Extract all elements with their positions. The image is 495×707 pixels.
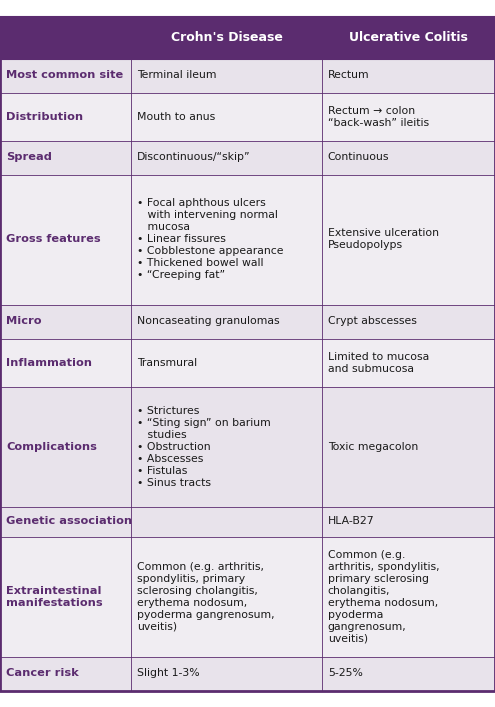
Bar <box>0 537 495 657</box>
Text: Toxic megacolon: Toxic megacolon <box>328 441 418 452</box>
Bar <box>0 657 495 691</box>
Text: Common (e.g.
arthritis, spondylitis,
primary sclerosing
cholangitis,
erythema no: Common (e.g. arthritis, spondylitis, pri… <box>328 549 440 643</box>
Text: Extraintestinal
manifestations: Extraintestinal manifestations <box>6 585 102 607</box>
Bar <box>0 387 495 506</box>
Text: Distribution: Distribution <box>6 112 83 122</box>
Bar <box>0 305 495 339</box>
Text: Gross features: Gross features <box>6 235 100 245</box>
Text: Mouth to anus: Mouth to anus <box>137 112 215 122</box>
Text: Crypt abscesses: Crypt abscesses <box>328 317 417 327</box>
Text: 5-25%: 5-25% <box>328 669 362 679</box>
Text: Inflammation: Inflammation <box>6 358 92 368</box>
Text: Transmural: Transmural <box>137 358 198 368</box>
Text: Slight 1-3%: Slight 1-3% <box>137 669 200 679</box>
Bar <box>0 16 495 59</box>
Text: Discontinuous/“skip”: Discontinuous/“skip” <box>137 153 251 163</box>
Text: • Focal aphthous ulcers
   with intervening normal
   mucosa
• Linear fissures
•: • Focal aphthous ulcers with intervening… <box>137 199 284 281</box>
Text: Terminal ileum: Terminal ileum <box>137 71 217 81</box>
Bar <box>0 175 495 305</box>
Text: Limited to mucosa
and submucosa: Limited to mucosa and submucosa <box>328 351 429 373</box>
Text: Continuous: Continuous <box>328 153 389 163</box>
Bar <box>0 141 495 175</box>
Text: Extensive ulceration
Pseudopolyps: Extensive ulceration Pseudopolyps <box>328 228 439 250</box>
Text: Micro: Micro <box>6 317 42 327</box>
Text: Crohn's Disease: Crohn's Disease <box>170 31 283 44</box>
Text: Genetic association: Genetic association <box>6 517 132 527</box>
Text: Rectum: Rectum <box>328 71 369 81</box>
Text: Rectum → colon
“back-wash” ileitis: Rectum → colon “back-wash” ileitis <box>328 105 429 127</box>
Text: Ulcerative Colitis: Ulcerative Colitis <box>349 31 468 44</box>
Bar <box>0 93 495 141</box>
Text: Most common site: Most common site <box>6 71 123 81</box>
Bar <box>0 506 495 537</box>
Text: Cancer risk: Cancer risk <box>6 669 79 679</box>
Text: Spread: Spread <box>6 153 52 163</box>
Bar <box>0 59 495 93</box>
Text: Complications: Complications <box>6 441 97 452</box>
Text: Common (e.g. arthritis,
spondylitis, primary
sclerosing cholangitis,
erythema no: Common (e.g. arthritis, spondylitis, pri… <box>137 561 275 631</box>
Text: Noncaseating granulomas: Noncaseating granulomas <box>137 317 280 327</box>
Text: HLA-B27: HLA-B27 <box>328 517 374 527</box>
Bar <box>0 339 495 387</box>
Text: • Strictures
• “Sting sign” on barium
   studies
• Obstruction
• Abscesses
• Fis: • Strictures • “Sting sign” on barium st… <box>137 406 271 488</box>
